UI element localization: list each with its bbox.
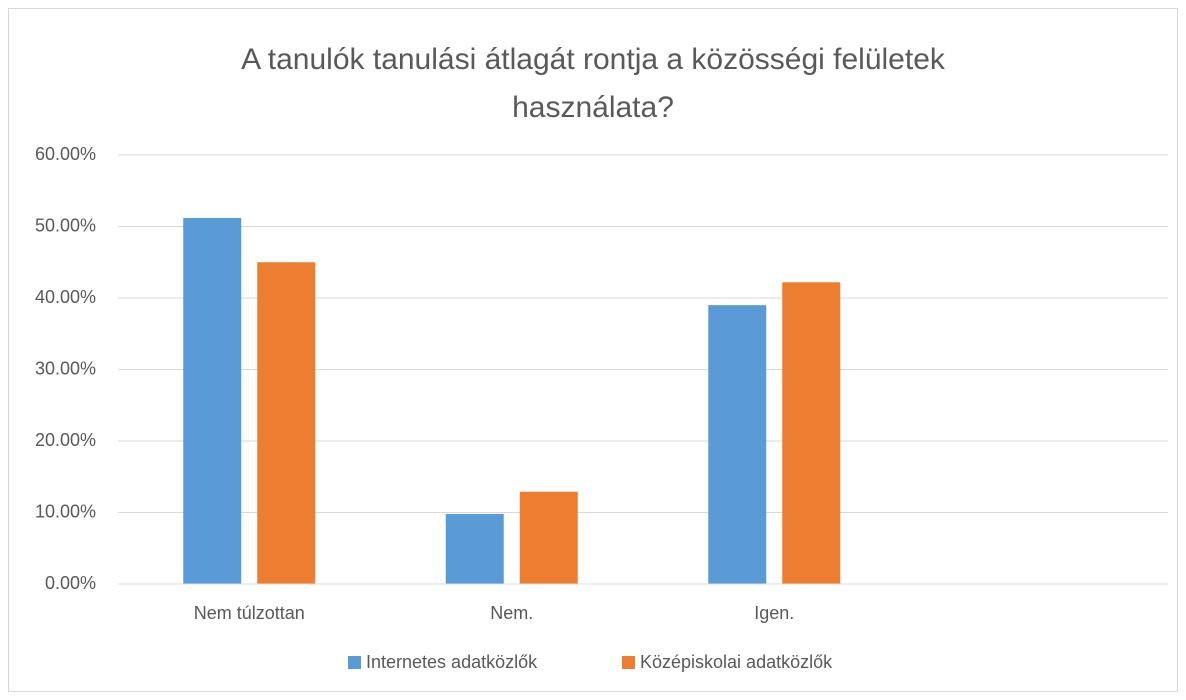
x-tick-label: Igen. [754, 603, 794, 623]
x-tick-label: Nem túlzottan [194, 603, 305, 623]
bar [519, 491, 578, 584]
chart-title: A tanulók tanulási átlagát rontja a közö… [241, 43, 945, 124]
y-tick-label: 20.00% [35, 430, 96, 450]
bar [183, 217, 242, 585]
legend-label: Középiskolai adatközlők [640, 652, 833, 672]
y-tick-label: 30.00% [35, 358, 96, 378]
bar [708, 305, 767, 584]
y-tick-label: 50.00% [35, 215, 96, 235]
legend-swatch [622, 656, 635, 669]
bar [257, 262, 316, 584]
legend-label: Internetes adatközlők [366, 652, 538, 672]
bar [782, 282, 841, 584]
legend-swatch [348, 656, 361, 669]
y-tick-label: 0.00% [45, 573, 96, 593]
y-tick-label: 40.00% [35, 287, 96, 307]
bar [445, 513, 504, 584]
x-tick-label: Nem. [490, 603, 533, 623]
y-tick-label: 60.00% [35, 144, 96, 164]
y-tick-label: 10.00% [35, 501, 96, 521]
